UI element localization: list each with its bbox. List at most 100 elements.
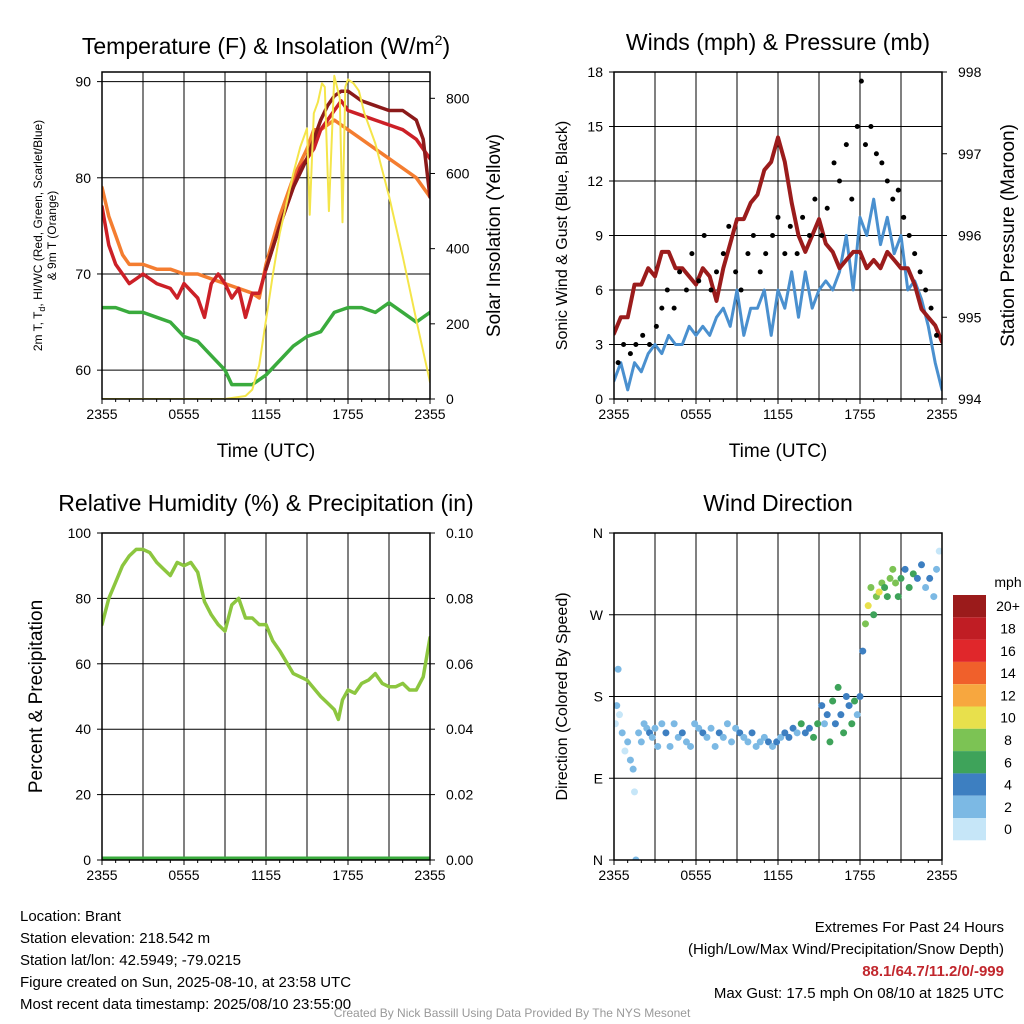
- direction-point: [845, 702, 853, 710]
- gust-point: [647, 342, 653, 347]
- direction-point: [674, 733, 682, 741]
- gust-point: [819, 233, 825, 238]
- gust-point: [714, 269, 719, 275]
- gust-point: [621, 342, 627, 347]
- y2-tick-label: 600: [446, 165, 470, 181]
- gust-point: [757, 269, 763, 275]
- direction-point: [826, 738, 834, 746]
- gust-point: [901, 214, 907, 220]
- direction-point: [723, 720, 731, 728]
- direction-point: [707, 724, 715, 732]
- colorbar-label: 4: [1004, 777, 1012, 793]
- direction-point: [719, 733, 727, 741]
- speed-colorbar: mph 20+ 18 16 14 12 10 8 6 4 2 0: [953, 574, 1022, 841]
- temperature-chart: 2355 0555 1155 1755 2355 60 70 80 90 0 200 400 600 80…: [31, 32, 505, 462]
- extremes-title: Extremes For Past 24 Hours: [814, 919, 1004, 936]
- solar-line: [102, 74, 430, 399]
- y2-tick-label: 800: [446, 90, 470, 106]
- x-tick-label: 0555: [168, 867, 199, 883]
- y2-tick-label: 0.02: [446, 787, 473, 803]
- gust-point: [890, 196, 896, 202]
- chart-title: Relative Humidity (%) & Precipitation (i…: [58, 490, 473, 516]
- gust-point: [934, 332, 940, 338]
- y-axis-label: Sonic Wind & Gust (Blue, Black): [554, 121, 571, 350]
- direction-point: [859, 647, 867, 655]
- dewpoint-line: [102, 301, 430, 387]
- colorbar-swatch: [953, 661, 986, 685]
- gust-point: [854, 124, 860, 129]
- y2-tick-label: 994: [958, 391, 982, 407]
- direction-point: [886, 574, 894, 582]
- t9m-line: [102, 118, 430, 300]
- y-tick-label: 40: [75, 721, 91, 737]
- x-tick-label: 2355: [598, 867, 629, 883]
- direction-point: [881, 584, 889, 591]
- colorbar-swatch: [953, 684, 986, 707]
- direction-point: [861, 620, 869, 628]
- colorbar-label: 6: [1004, 754, 1012, 770]
- gust-point: [873, 151, 879, 157]
- chart-title: Temperature (F) & Insolation (W/m2): [82, 32, 450, 59]
- direction-point: [744, 738, 752, 746]
- colorbar-label: 16: [1000, 643, 1016, 659]
- direction-point: [853, 711, 861, 719]
- colorbar-swatch: [953, 595, 986, 618]
- direction-point: [918, 561, 925, 569]
- y2-axis-label: Solar Insolation (Yellow): [484, 134, 505, 337]
- direction-point: [785, 733, 793, 741]
- gust-point: [787, 223, 793, 229]
- gust-point: [775, 214, 781, 220]
- gust-point: [738, 287, 744, 293]
- colorbar-swatch: [953, 751, 986, 774]
- station-latlon: Station lat/lon: 42.5949; -79.0215: [20, 952, 242, 969]
- y2-tick-label: 998: [958, 64, 982, 80]
- direction-point: [728, 738, 736, 746]
- direction-point: [789, 724, 797, 732]
- direction-point: [732, 724, 740, 732]
- colorbar-label: 12: [1000, 687, 1016, 703]
- direction-point: [637, 738, 645, 746]
- gust-point: [671, 305, 677, 311]
- gust-point: [720, 251, 726, 257]
- direction-point: [781, 729, 789, 737]
- colorbar-swatch: [953, 617, 986, 640]
- x-tick-label: 2355: [414, 406, 445, 422]
- gust-point: [683, 287, 689, 293]
- y-axis-label-2: & 9m T (Orange): [45, 191, 59, 281]
- direction-point: [875, 588, 883, 596]
- x-axis-label: Time (UTC): [729, 441, 828, 462]
- y-tick-label: 0: [83, 852, 91, 868]
- direction-point: [654, 742, 662, 750]
- direction-point: [856, 693, 864, 700]
- recent-data-timestamp: Most recent data timestamp: 2025/08/10 2…: [20, 996, 352, 1013]
- gust-point: [895, 187, 901, 193]
- x-tick-label: 1155: [763, 406, 793, 422]
- gust-point: [689, 251, 695, 257]
- colorbar-swatch: [953, 639, 986, 662]
- x-tick-label: 2355: [926, 406, 957, 422]
- y-tick-label: E: [594, 770, 603, 786]
- station-elevation: Station elevation: 218.542 m: [20, 930, 211, 947]
- y2-tick-label: 0.04: [446, 721, 473, 737]
- direction-point: [703, 733, 711, 741]
- direction-point: [913, 574, 921, 582]
- direction-point: [648, 733, 656, 741]
- gust-point: [627, 351, 633, 357]
- x-tick-label: 1755: [332, 406, 363, 422]
- direction-point: [760, 733, 768, 741]
- colorbar-swatch: [953, 706, 986, 729]
- station-location: Location: Brant: [20, 908, 121, 925]
- gust-point: [812, 196, 818, 202]
- direction-point: [715, 729, 723, 737]
- direction-point: [831, 720, 839, 728]
- y2-tick-label: 400: [446, 241, 470, 257]
- y2-tick-label: 0.00: [446, 852, 473, 868]
- direction-point: [662, 729, 670, 737]
- direction-point: [837, 711, 845, 719]
- direction-point: [889, 565, 897, 573]
- y2-tick-label: 995: [958, 309, 982, 325]
- gust-point: [862, 142, 868, 148]
- direction-point: [614, 702, 621, 710]
- direction-point: [922, 584, 930, 591]
